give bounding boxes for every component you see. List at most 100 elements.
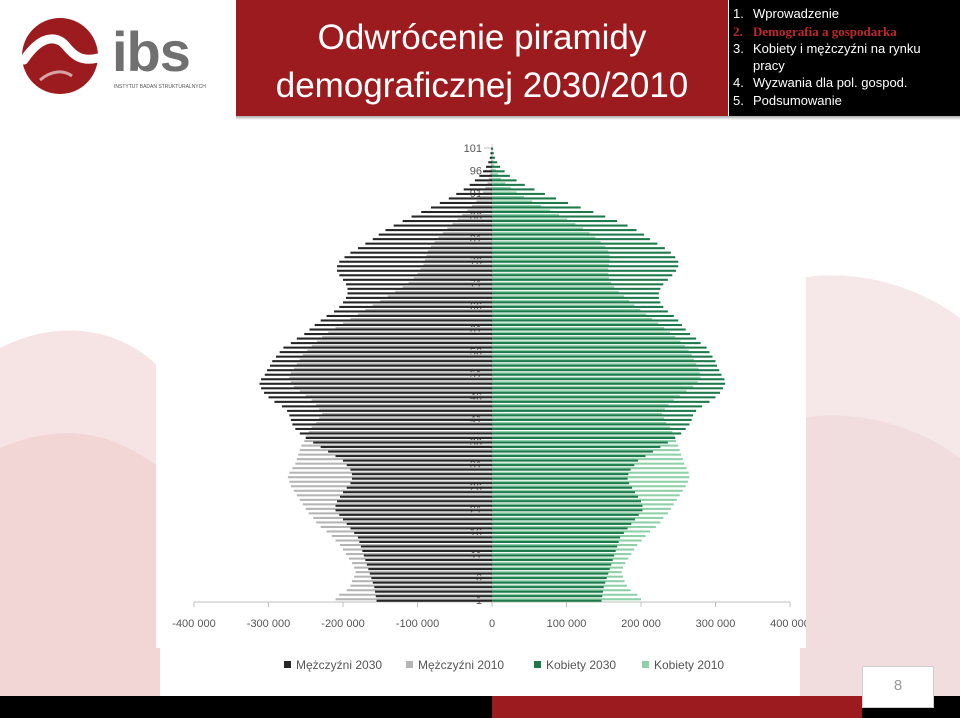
slide-title-line1: Odwrócenie piramidy: [317, 18, 647, 57]
bar: [355, 571, 492, 574]
bar: [492, 563, 612, 566]
bar: [339, 513, 492, 516]
bar: [492, 477, 628, 480]
bar: [492, 272, 609, 275]
bar: [293, 489, 492, 492]
bar: [492, 444, 679, 447]
bar: [335, 504, 492, 507]
bar: [492, 150, 493, 153]
agenda-item-4[interactable]: 4. Wyzwania dla pol. gospod.: [733, 75, 908, 90]
bar: [492, 214, 560, 217]
agenda-item-5[interactable]: 5. Podsumowanie: [733, 93, 842, 108]
bar: [492, 372, 700, 375]
bar: [492, 408, 665, 411]
bar: [492, 577, 607, 580]
bar: [363, 554, 492, 557]
bar: [492, 164, 495, 167]
bar: [366, 563, 492, 566]
bar: [492, 462, 685, 465]
bar: [492, 518, 636, 521]
bar: [343, 459, 492, 462]
bar: [340, 543, 492, 547]
bar: [492, 540, 619, 544]
bar: [492, 152, 494, 155]
bar: [492, 263, 609, 266]
bar: [402, 220, 492, 223]
bar: [339, 260, 492, 263]
bar: [492, 553, 632, 556]
legend-swatch: [406, 661, 413, 668]
bar: [387, 295, 492, 298]
bar: [290, 485, 492, 488]
bar: [492, 346, 707, 349]
bar: [264, 373, 492, 376]
slide-header: ibs INSTYTUT BADAŃ STRUKTURALNYCH Odwróc…: [0, 0, 960, 120]
bar: [492, 182, 506, 185]
bar: [259, 382, 492, 385]
bar: [492, 317, 653, 321]
bar: [492, 396, 716, 399]
agenda-item-1[interactable]: 1. Wprowadzenie: [733, 6, 839, 21]
x-tick-label: -400 000: [172, 618, 215, 630]
bar: [395, 290, 492, 293]
bar: [335, 509, 492, 512]
bar: [375, 595, 492, 598]
agenda-item-label: Wyzwania dla pol. gospod.: [753, 75, 908, 90]
bar: [491, 155, 493, 158]
agenda-item-3[interactable]: 3. Kobiety i mężczyźni na rynku: [733, 41, 921, 56]
bar: [492, 236, 596, 239]
bar: [301, 444, 492, 447]
x-tick-label: 200 000: [621, 618, 661, 630]
bar: [492, 495, 639, 498]
bar: [359, 540, 492, 544]
bar: [380, 299, 492, 302]
ibs-logo-text: ibs: [112, 20, 191, 83]
bar: [490, 168, 492, 171]
legend-label: Kobiety 2010: [654, 658, 724, 672]
bar: [320, 446, 492, 449]
bar: [492, 373, 722, 376]
bar: [479, 174, 492, 177]
bar: [492, 436, 676, 440]
bar: [492, 278, 668, 281]
bar: [362, 549, 492, 553]
title-panel: Odwrócenie piramidy demograficznej 2030/…: [236, 0, 728, 116]
bar: [492, 584, 627, 587]
bar: [457, 218, 492, 221]
bar: [492, 268, 609, 271]
bar: [492, 295, 624, 298]
bar: [372, 581, 492, 584]
bar: [492, 557, 629, 560]
page-number-box: 8: [862, 666, 934, 708]
bar: [337, 269, 492, 272]
agenda-item-label: Podsumowanie: [753, 93, 842, 108]
bar: [492, 333, 691, 336]
bar: [492, 467, 687, 470]
bar: [430, 206, 492, 209]
bar: [421, 210, 492, 214]
ibs-logo: ibs INSTYTUT BADAŃ STRUKTURALNYCH: [0, 0, 236, 118]
bar: [492, 173, 498, 176]
bar: [350, 468, 492, 471]
bar: [343, 491, 492, 494]
bar: [490, 164, 492, 167]
bar: [492, 381, 698, 384]
agenda-item-2-active[interactable]: 2. Demografia a gospodarka: [733, 24, 897, 39]
bar: [452, 223, 492, 226]
background-decoration: [0, 275, 960, 696]
x-tick-label: 400 000: [770, 618, 806, 630]
bar: [492, 580, 625, 583]
population-pyramid-chart: -400 000 -300 000 -200 000 -100 000 0 100 000…: [172, 143, 810, 630]
bar: [316, 340, 492, 343]
bar: [492, 543, 638, 547]
bar: [448, 197, 492, 200]
agenda-item-label: Wprowadzenie: [753, 6, 839, 21]
agenda-item-label: Demografia a gospodarka: [753, 24, 897, 39]
bar: [492, 165, 501, 168]
bar: [492, 251, 671, 254]
bar: [492, 507, 671, 510]
legend-swatch: [642, 661, 649, 668]
bar: [492, 409, 697, 412]
bar: [408, 281, 492, 284]
bar: [492, 453, 682, 456]
